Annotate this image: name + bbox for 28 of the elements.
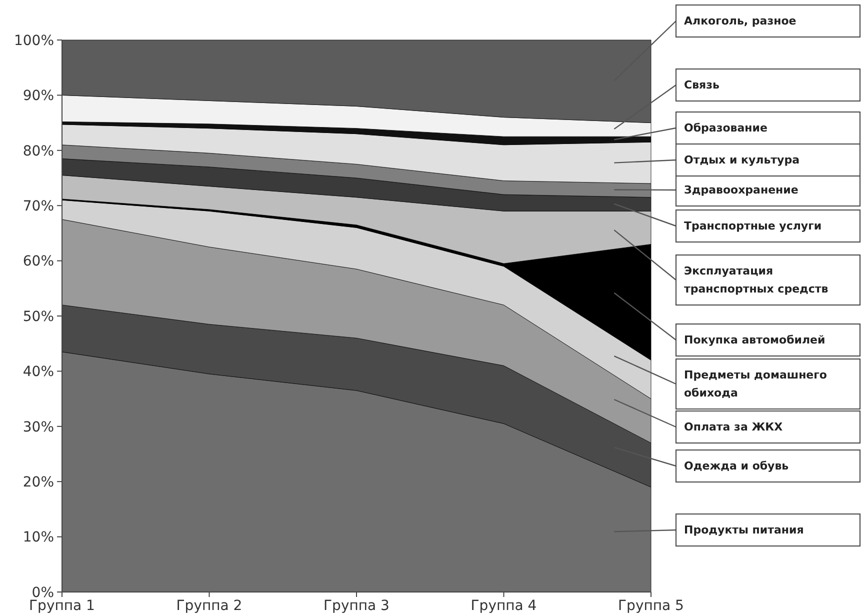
y-tick-label: 10% xyxy=(22,530,54,546)
text: Связь xyxy=(684,78,720,92)
y-tick-label: 40% xyxy=(22,364,54,380)
text: Эксплуатация транспортных средств xyxy=(684,264,828,296)
y-tick-label: 30% xyxy=(22,419,54,436)
text: Предметы домашнего обихода xyxy=(684,368,828,400)
x-tick-label: Группа 5 xyxy=(618,598,684,614)
y-tick-label: 100% xyxy=(14,32,54,49)
text: Одежда и обувь xyxy=(684,460,789,473)
text: Образование xyxy=(684,122,768,135)
text: Отдых и культура xyxy=(684,154,800,167)
x-tick-label: Группа 4 xyxy=(470,598,537,614)
text: Здравоохранение xyxy=(684,184,798,197)
y-tick-label: 80% xyxy=(22,143,54,160)
y-tick-label: 20% xyxy=(22,474,54,490)
x-tick-label: Группа 3 xyxy=(324,598,390,614)
text: Транспортные услуги xyxy=(684,220,822,233)
y-tick-label: 50% xyxy=(22,308,54,325)
text: Алкоголь, разное xyxy=(684,14,796,28)
x-tick-label: Группа 2 xyxy=(176,598,242,614)
y-tick-label: 0% xyxy=(32,584,54,601)
x-tick-label: Группа 1 xyxy=(29,598,95,614)
y-tick-label: 90% xyxy=(22,88,54,104)
text: Оплата за ЖКХ xyxy=(684,420,784,434)
text: Продукты питания xyxy=(684,524,804,537)
text: Покупка автомобилей xyxy=(684,334,826,347)
y-tick-label: 60% xyxy=(22,254,54,270)
y-tick-label: 70% xyxy=(22,198,54,214)
